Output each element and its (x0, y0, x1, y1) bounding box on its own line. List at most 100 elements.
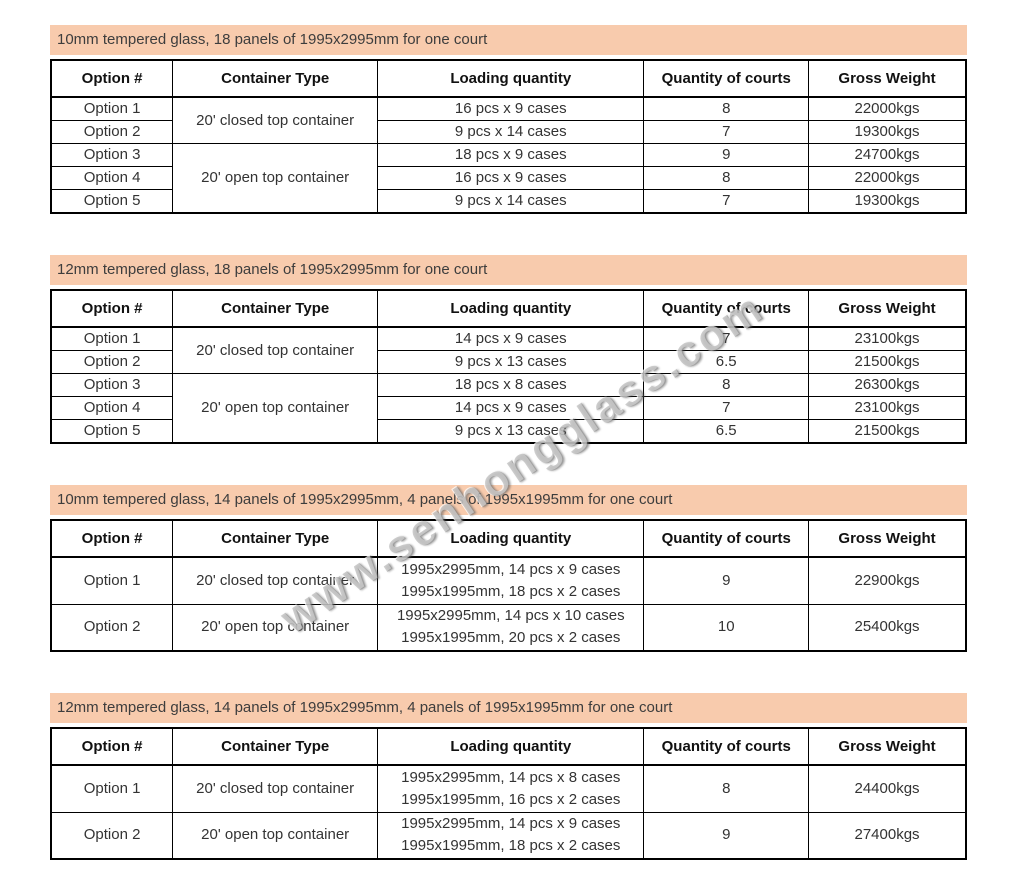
loading-quantity-line: 9 pcs x 13 cases (454, 353, 567, 370)
section-title-banner: 10mm tempered glass, 18 panels of 1995x2… (50, 25, 967, 55)
option-cell: Option 1 (50, 764, 174, 813)
quantity-of-courts-cell: 9 (643, 143, 810, 167)
column-header: Quantity of courts (643, 289, 810, 328)
loading-quantity-line: 1995x1995mm, 18 pcs x 2 cases (401, 582, 621, 600)
sections-container: 10mm tempered glass, 18 panels of 1995x2… (50, 25, 967, 860)
gross-weight-cell: 21500kgs (808, 419, 967, 444)
gross-weight-cell: 26300kgs (808, 373, 967, 397)
option-cell: Option 3 (50, 373, 174, 397)
loading-quantity-line: 18 pcs x 9 cases (454, 146, 567, 163)
loading-quantity-line: 9 pcs x 13 cases (454, 422, 567, 439)
glass-spec-section: 12mm tempered glass, 18 panels of 1995x2… (50, 255, 967, 444)
table-header: Option # Container Type Loading quantity Qu… (50, 59, 967, 98)
column-header: Option # (50, 727, 174, 766)
table-row: Option 1 20' closed top container 1995x299… (50, 556, 967, 605)
loading-quantity-line: 9 pcs x 14 cases (454, 123, 567, 140)
option-cell: Option 2 (50, 120, 174, 144)
table-row: Option 4 16 pcs x 9 cases 8 22000kgs (50, 166, 967, 190)
loading-options-table: Option # Container Type Loading quantity Qu… (50, 519, 967, 652)
table-row: Option 1 20' closed top container 14 pcs x… (50, 326, 967, 374)
column-header: Container Type (172, 59, 379, 98)
glass-spec-section: 10mm tempered glass, 18 panels of 1995x2… (50, 25, 967, 214)
table-row: Option 2 9 pcs x 13 cases 6.5 21500kgs (50, 350, 967, 374)
container-type-cell: 20' open top container (172, 143, 379, 214)
gross-weight-cell: 22900kgs (808, 556, 967, 605)
column-header: Loading quantity (377, 59, 645, 98)
table-body: Option 1 20' closed top container 14 pcs x… (50, 326, 967, 444)
column-header: Gross Weight (808, 289, 967, 328)
column-header: Option # (50, 289, 174, 328)
header-row: Option # Container Type Loading quantity Qu… (50, 727, 967, 766)
column-header: Option # (50, 519, 174, 558)
loading-quantity-line: 1995x1995mm, 18 pcs x 2 cases (401, 837, 621, 855)
table-row: Option 2 20' open top container 1995x2995m… (50, 603, 967, 652)
loading-quantity-line: 1995x1995mm, 16 pcs x 2 cases (401, 790, 621, 808)
quantity-of-courts-cell: 8 (643, 96, 810, 121)
table-body: Option 1 20' closed top container 1995x299… (50, 556, 967, 652)
header-row: Option # Container Type Loading quantity Qu… (50, 289, 967, 328)
option-cell: Option 4 (50, 166, 174, 190)
container-type-cell: 20' closed top container (172, 96, 379, 144)
loading-quantity-cell: 18 pcs x 9 cases (377, 143, 645, 167)
column-header: Container Type (172, 727, 379, 766)
table-body: Option 1 20' closed top container 16 pcs x… (50, 96, 967, 214)
table-row: Option 5 9 pcs x 14 cases 7 19300kgs (50, 189, 967, 214)
option-cell: Option 2 (50, 350, 174, 374)
loading-quantity-cell: 9 pcs x 13 cases (377, 419, 645, 444)
quantity-of-courts-cell: 8 (643, 166, 810, 190)
table-header: Option # Container Type Loading quantity Qu… (50, 519, 967, 558)
column-header: Option # (50, 59, 174, 98)
table-row: Option 4 14 pcs x 9 cases 7 23100kgs (50, 396, 967, 420)
loading-quantity-line: 16 pcs x 9 cases (454, 100, 567, 117)
loading-options-table: Option # Container Type Loading quantity Qu… (50, 727, 967, 860)
quantity-of-courts-cell: 8 (643, 373, 810, 397)
loading-quantity-cell: 14 pcs x 9 cases (377, 326, 645, 351)
loading-quantity-cell: 9 pcs x 14 cases (377, 120, 645, 144)
loading-quantity-cell: 9 pcs x 14 cases (377, 189, 645, 214)
table-row: Option 3 20' open top container 18 pcs x 8… (50, 373, 967, 444)
loading-quantity-cell: 1995x2995mm, 14 pcs x 9 cases 1995x1995mm… (377, 811, 645, 860)
loading-quantity-line: 1995x2995mm, 14 pcs x 9 cases (401, 560, 621, 578)
column-header: Container Type (172, 289, 379, 328)
quantity-of-courts-cell: 7 (643, 396, 810, 420)
option-cell: Option 5 (50, 419, 174, 444)
container-type-cell: 20' closed top container (172, 764, 379, 813)
loading-quantity-cell: 9 pcs x 13 cases (377, 350, 645, 374)
quantity-of-courts-cell: 7 (643, 120, 810, 144)
table-row: Option 1 20' closed top container 1995x299… (50, 764, 967, 813)
section-title-banner: 12mm tempered glass, 18 panels of 1995x2… (50, 255, 967, 285)
quantity-of-courts-cell: 9 (643, 811, 810, 860)
loading-options-table: Option # Container Type Loading quantity Qu… (50, 59, 967, 214)
loading-quantity-cell: 1995x2995mm, 14 pcs x 10 cases 1995x1995m… (377, 603, 645, 652)
container-type-cell: 20' closed top container (172, 326, 379, 374)
loading-quantity-cell: 1995x2995mm, 14 pcs x 9 cases 1995x1995mm… (377, 556, 645, 605)
loading-quantity-cell: 16 pcs x 9 cases (377, 96, 645, 121)
gross-weight-cell: 24400kgs (808, 764, 967, 813)
container-type-cell: 20' open top container (172, 603, 379, 652)
quantity-of-courts-cell: 9 (643, 556, 810, 605)
option-cell: Option 3 (50, 143, 174, 167)
gross-weight-cell: 22000kgs (808, 96, 967, 121)
loading-quantity-line: 14 pcs x 9 cases (454, 399, 567, 416)
loading-options-table: Option # Container Type Loading quantity Qu… (50, 289, 967, 444)
column-header: Loading quantity (377, 289, 645, 328)
loading-quantity-line: 9 pcs x 14 cases (454, 192, 567, 209)
glass-spec-section: 12mm tempered glass, 14 panels of 1995x2… (50, 693, 967, 860)
column-header: Quantity of courts (643, 519, 810, 558)
header-row: Option # Container Type Loading quantity Qu… (50, 519, 967, 558)
option-cell: Option 1 (50, 326, 174, 351)
loading-quantity-line: 1995x2995mm, 14 pcs x 9 cases (401, 815, 621, 833)
loading-quantity-cell: 16 pcs x 9 cases (377, 166, 645, 190)
gross-weight-cell: 27400kgs (808, 811, 967, 860)
column-header: Quantity of courts (643, 59, 810, 98)
gross-weight-cell: 21500kgs (808, 350, 967, 374)
option-cell: Option 2 (50, 811, 174, 860)
quantity-of-courts-cell: 8 (643, 764, 810, 813)
table-row: Option 2 20' open top container 1995x2995m… (50, 811, 967, 860)
table-header: Option # Container Type Loading quantity Qu… (50, 289, 967, 328)
gross-weight-cell: 25400kgs (808, 603, 967, 652)
container-type-cell: 20' open top container (172, 373, 379, 444)
loading-quantity-line: 14 pcs x 9 cases (454, 330, 567, 347)
quantity-of-courts-cell: 7 (643, 326, 810, 351)
